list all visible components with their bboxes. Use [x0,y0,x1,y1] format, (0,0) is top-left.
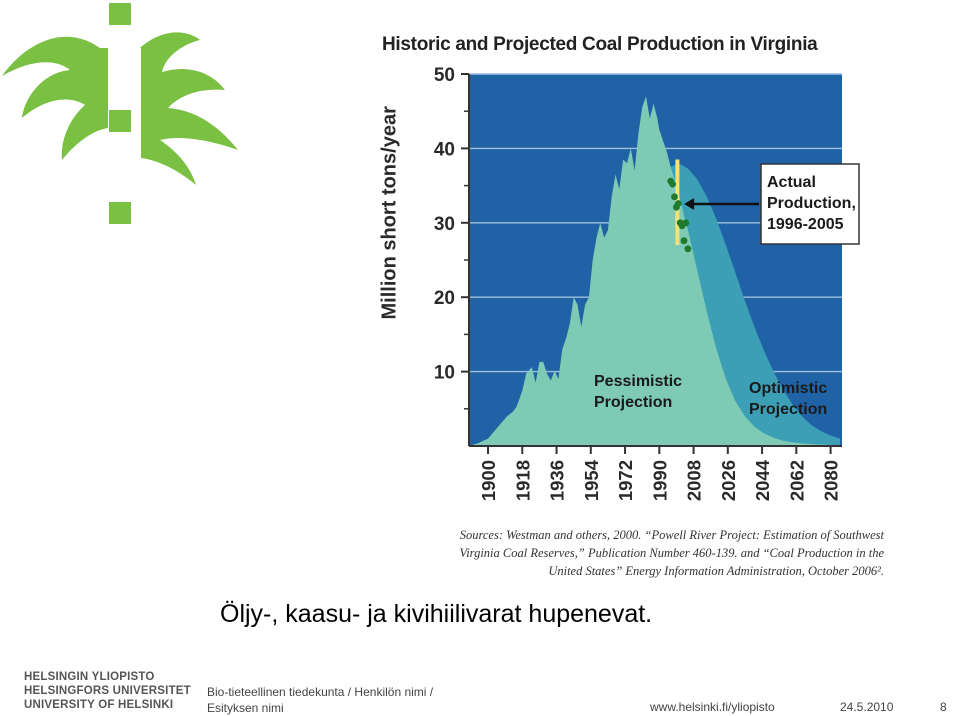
x-tick-label: 2044 [752,459,773,501]
x-tick-label: 1954 [581,459,602,501]
x-tick-label: 2026 [718,460,739,501]
actual-production-point [674,200,682,207]
x-tick-label: 2062 [786,460,807,501]
university-name-en: UNIVERSITY OF HELSINKI [24,699,174,711]
x-tick-label: 1918 [512,460,533,501]
annotation-actual-production: Production, [767,195,856,212]
annotation-arrowhead [684,198,695,210]
y-tick-label: 50 [434,65,455,86]
x-tick-label: 1936 [547,460,568,501]
source-line: United States” Energy Information Admini… [548,564,884,578]
y-tick-label: 10 [434,363,455,384]
footer-presentation: Esityksen nimi [207,701,284,715]
annotation-box [760,163,860,245]
annotation-optimistic: Optimistic [749,380,827,397]
y-tick-label: 30 [434,214,455,235]
slide-caption: Öljy-, kaasu- ja kivihiilivarat hupeneva… [220,600,653,628]
pessimistic-projection-area [469,96,841,447]
annotation-optimistic: Projection [749,401,827,418]
source-line: Virginia Coal Reserves,” Publication Num… [459,546,884,560]
chart-sources: Sources: Westman and others, 2000. “Powe… [372,526,884,580]
x-tick-label: 1972 [615,460,636,501]
footer-department: Bio-tieteellinen tiedekunta / Henkilön n… [207,685,434,699]
university-name-sv: HELSINGFORS UNIVERSITET [24,685,191,697]
actual-production-point [680,237,688,245]
actual-production-point [682,219,690,227]
university-flame-logo [2,3,238,224]
actual-production-point [684,245,692,253]
x-tick-label: 1900 [478,460,499,501]
page-number: 8 [940,700,947,714]
university-names: HELSINGIN YLIOPISTO HELSINGFORS UNIVERSI… [24,670,191,712]
y-tick-label: 20 [434,288,455,309]
annotation-actual-production: Actual [767,174,816,191]
x-tick-label: 2008 [684,460,705,501]
annotation-pessimistic: Projection [594,394,672,411]
annotation-actual-production: 1996-2005 [767,216,844,233]
university-name-fi: HELSINGIN YLIOPISTO [24,671,155,683]
footer-url[interactable]: www.helsinki.fi/yliopisto [650,700,775,714]
coal-production-chart: Historic and Projected Coal Production i… [368,28,888,588]
footer-date: 24.5.2010 [840,700,894,714]
actual-production-point [671,193,678,201]
chart-plot: 10 20 30 40 50 1900 1918 1936 1954 1972 1990 2008 20… [434,65,860,501]
y-tick-label: 40 [434,139,455,160]
footer-info: Bio-tieteellinen tiedekunta / Henkilön n… [207,684,433,716]
source-line: Sources: Westman and others, 2000. “Powe… [459,528,884,542]
x-tick-label: 1990 [649,460,670,501]
actual-production-point [669,180,676,188]
annotation-pessimistic: Pessimistic [594,373,682,390]
chart-title: Historic and Projected Coal Production i… [382,34,818,55]
x-tick-label: 2080 [821,460,842,501]
